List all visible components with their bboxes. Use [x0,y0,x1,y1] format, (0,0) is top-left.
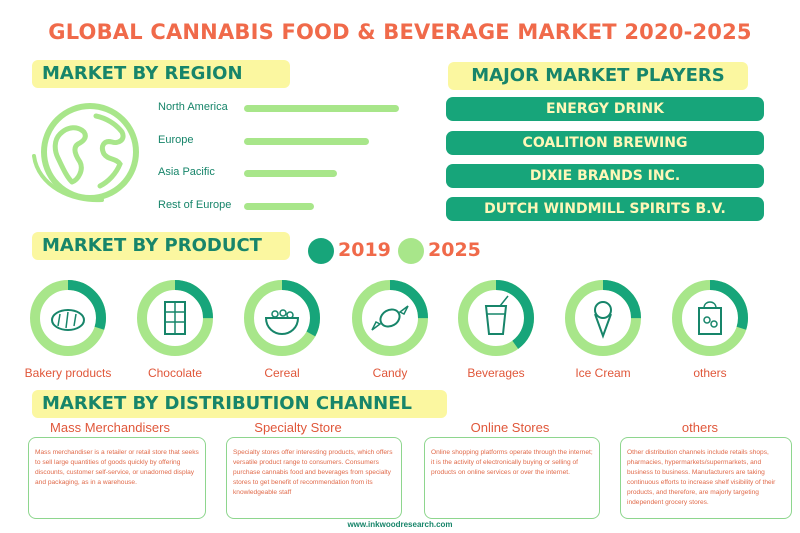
donut-2019-arc [30,280,106,356]
legend-2025-label: 2025 [428,239,481,261]
donut-2019-arc [565,280,641,356]
product-label: Candy [372,366,408,380]
donut-2019-arc [352,280,428,356]
region-bar [244,170,337,177]
candy-icon [371,305,409,331]
region-heading: MARKET BY REGION [32,60,290,88]
players-heading: MAJOR MARKET PLAYERS [448,62,748,90]
drink-glass-icon [484,295,509,335]
region-label: North America [158,101,228,113]
product-donut [458,280,534,356]
product-donut [30,280,106,356]
product-donut [352,280,428,356]
product-label: Bakery products [24,366,112,380]
product-donut [672,280,748,356]
dist-box-online-stores: Online shopping platforms operate throug… [424,437,600,519]
bread-icon [51,309,85,331]
legend-2025-swatch [398,238,424,264]
player-energy-drink: ENERGY DRINK [446,97,764,121]
product-label: Beverages [467,366,525,380]
player-coalition-brewing: COALITION BREWING [446,131,764,155]
product-donut [565,280,641,356]
region-row-asia-pacific: Asia Pacific [158,164,418,182]
product-donut [137,280,213,356]
page-title: GLOBAL CANNABIS FOOD & BEVERAGE MARKET 2… [48,20,752,44]
legend-2019-label: 2019 [338,239,391,261]
dist-title-others: others [681,420,719,435]
dist-title-online-stores: Online Stores [470,420,550,435]
footer-url: www.inkwoodresearch.com [347,520,453,529]
product-donut [244,280,320,356]
player-dutch-windmill: DUTCH WINDMILL SPIRITS B.V. [446,197,764,221]
player-dixie-brands: DIXIE BRANDS INC. [446,164,764,188]
region-bar [244,203,314,210]
region-row-europe: Europe [158,132,418,150]
product-label: Ice Cream [575,366,631,380]
product-heading: MARKET BY PRODUCT [32,232,290,260]
donut-2019-arc [458,280,534,356]
region-label: Europe [158,134,194,146]
region-bar [244,105,399,112]
chocolate-icon [164,301,186,335]
dist-box-others: Other distribution channels include reta… [620,437,792,519]
legend-2019-swatch [308,238,334,264]
region-label: Rest of Europe [158,199,232,211]
region-row-rest-of-europe: Rest of Europe [158,197,418,215]
dist-title-specialty-store: Specialty Store [254,420,342,435]
region-bar [244,138,369,145]
dist-box-specialty-store: Specialty stores offer interesting produ… [226,437,402,519]
product-label: Cereal [264,366,300,380]
ice-cream-icon [594,301,612,339]
product-label: Chocolate [147,366,203,380]
globe-icon [32,103,139,203]
donut-2019-arc [244,280,320,356]
product-label: others [693,366,727,380]
distribution-heading: MARKET BY DISTRIBUTION CHANNEL [32,390,447,418]
region-row-north-america: North America [158,99,418,117]
grocery-bag-icon [698,301,722,335]
cereal-bowl-icon [264,309,300,336]
region-label: Asia Pacific [158,166,215,178]
donut-2019-arc [137,280,213,356]
dist-box-mass-merchandisers: Mass merchandiser is a retailer or retai… [28,437,206,519]
dist-title-mass-merchandisers: Mass Merchandisers [50,420,170,435]
donut-2019-arc [672,280,748,356]
